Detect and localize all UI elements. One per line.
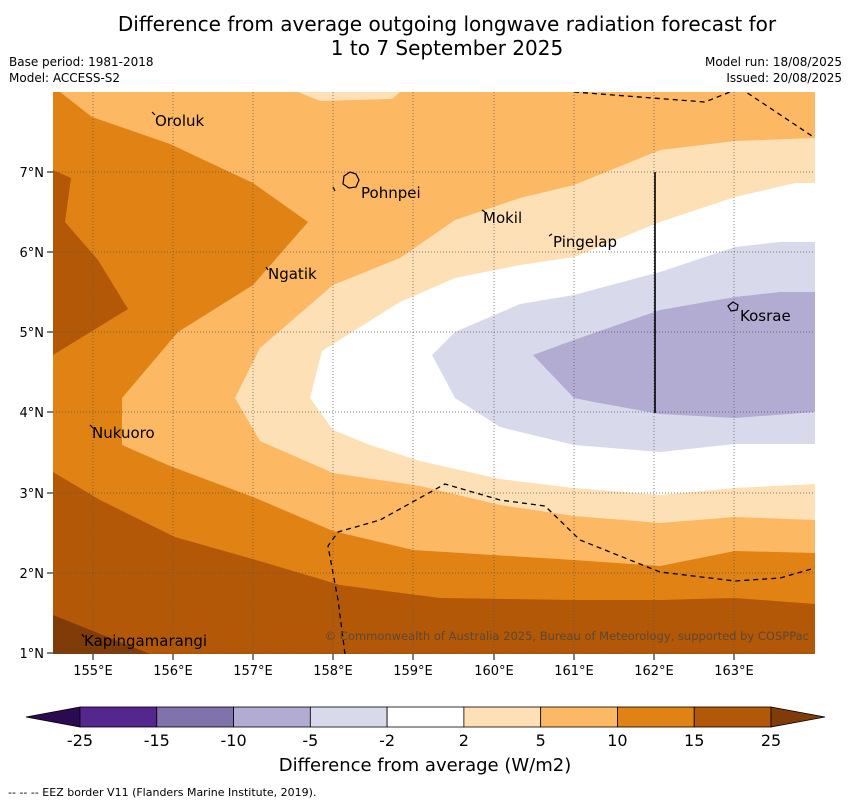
place-label-mokil: Mokil bbox=[483, 209, 522, 227]
lon-tick-158: 158°E bbox=[313, 664, 353, 679]
pingelap-atoll bbox=[548, 233, 553, 237]
lat-tick-3: 3°N bbox=[20, 487, 45, 502]
lat-tick-1: 1°N bbox=[20, 647, 45, 662]
meta-left: Base period: 1981-2018 Model: ACCESS-S2 bbox=[9, 54, 154, 86]
colorbar-tick-label: -2 bbox=[379, 731, 395, 750]
place-label-ngatik: Ngatik bbox=[268, 265, 317, 283]
colorbar-tick-label: 25 bbox=[761, 731, 781, 750]
place-label-nukuoro: Nukuoro bbox=[92, 424, 155, 442]
colorbar-tick-label: -5 bbox=[302, 731, 318, 750]
lon-tick-159: 159°E bbox=[393, 664, 433, 679]
lat-tick-5: 5°N bbox=[20, 326, 45, 341]
colorbar-bin bbox=[386, 706, 465, 728]
lon-tick-160: 160°E bbox=[474, 664, 514, 679]
pohnpei-island bbox=[342, 171, 360, 189]
islands bbox=[81, 111, 739, 638]
contour-field bbox=[53, 92, 815, 654]
place-label-oroluk: Oroluk bbox=[155, 112, 204, 130]
colorbar-tick-label: 2 bbox=[459, 731, 469, 750]
colorbar-bin bbox=[79, 706, 158, 728]
title-line-1: Difference from average outgoing longwav… bbox=[117, 12, 777, 36]
place-label-kosrae: Kosrae bbox=[740, 307, 791, 325]
eez-legend-note: -- -- -- EEZ border V11 (Flanders Marine… bbox=[8, 786, 317, 799]
gridlines bbox=[53, 92, 815, 654]
oroluk-atoll bbox=[151, 111, 156, 116]
ant-atoll bbox=[332, 186, 336, 192]
colorbar-labels: -25 -15 -10 -5 -2 2 5 10 15 25 bbox=[67, 731, 781, 750]
lat-tick-7: 7°N bbox=[20, 166, 45, 181]
place-label-pingelap: Pingelap bbox=[553, 233, 617, 251]
meta-right: Model run: 18/08/2025 Issued: 20/08/2025 bbox=[705, 54, 842, 86]
colorbar bbox=[25, 706, 826, 728]
colorbar-title: Difference from average (W/m2) bbox=[278, 755, 572, 776]
lat-tick-6: 6°N bbox=[20, 246, 45, 261]
place-label-kapingamarangi: Kapingamarangi bbox=[84, 632, 207, 650]
title-line-2: 1 to 7 September 2025 bbox=[330, 36, 564, 60]
colorbar-extend-high bbox=[770, 706, 826, 728]
colorbar-tick-label: 10 bbox=[607, 731, 627, 750]
mokil-atoll bbox=[481, 209, 486, 213]
ngatik-atoll bbox=[265, 266, 269, 271]
colorbar-bin bbox=[617, 706, 695, 728]
lon-tick-156: 156°E bbox=[153, 664, 193, 679]
lon-tick-155: 155°E bbox=[73, 664, 113, 679]
issued-date: Issued: 20/08/2025 bbox=[726, 71, 842, 85]
colorbar-bin bbox=[463, 706, 542, 728]
colorbar-tick-label: 15 bbox=[684, 731, 704, 750]
colorbar-tick-label: 5 bbox=[536, 731, 546, 750]
lon-tick-157: 157°E bbox=[233, 664, 273, 679]
nukuoro-atoll bbox=[89, 424, 94, 429]
place-label-pohnpei: Pohnpei bbox=[361, 184, 421, 202]
model-name: Model: ACCESS-S2 bbox=[9, 71, 121, 85]
lon-tick-162: 162°E bbox=[634, 664, 674, 679]
copyright-notice: © Commonwealth of Australia 2025, Bureau… bbox=[325, 629, 809, 643]
model-run: Model run: 18/08/2025 bbox=[704, 55, 842, 69]
colorbar-bin bbox=[309, 706, 388, 728]
lon-tick-163: 163°E bbox=[714, 664, 754, 679]
lon-tick-161: 161°E bbox=[554, 664, 594, 679]
kosrae-island bbox=[727, 301, 739, 312]
lat-tick-4: 4°N bbox=[20, 406, 45, 421]
lat-tick-2: 2°N bbox=[20, 567, 45, 582]
colorbar-tick-label: -15 bbox=[144, 731, 170, 750]
colorbar-tick-label: -25 bbox=[67, 731, 93, 750]
colorbar-bin bbox=[233, 706, 311, 728]
colorbar-bin bbox=[540, 706, 618, 728]
colorbar-bin bbox=[156, 706, 234, 728]
eez-border bbox=[327, 92, 815, 654]
colorbar-bin bbox=[693, 706, 772, 728]
chart-title: Difference from average outgoing longwav… bbox=[0, 12, 850, 60]
colorbar-extend-low bbox=[25, 706, 81, 728]
base-period: Base period: 1981-2018 bbox=[9, 55, 154, 69]
colorbar-tick-label: -10 bbox=[220, 731, 246, 750]
kapingamarangi-atoll bbox=[81, 633, 85, 638]
